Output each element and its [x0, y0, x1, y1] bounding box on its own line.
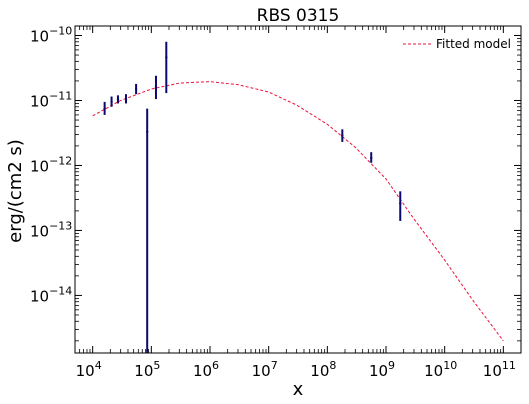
x-tick-label: 106 — [193, 359, 219, 380]
chart-title: RBS 0315 — [257, 6, 340, 26]
x-tick-label: 1011 — [483, 359, 516, 380]
legend-label-fitted-model: Fitted model — [436, 37, 511, 51]
x-tick-label: 108 — [310, 359, 336, 380]
x-axis-label: x — [293, 379, 304, 400]
data-point — [145, 130, 149, 133]
data-point — [341, 134, 344, 137]
data-point — [110, 100, 113, 104]
data-point — [399, 202, 402, 205]
x-tick-label: 109 — [369, 359, 395, 380]
x-tick-label: 105 — [134, 359, 160, 380]
axis-tick-labels: 104 105 106 107 108 109 1010 1011 10−14 10−13 10−1… — [30, 24, 516, 380]
data-point — [103, 107, 106, 110]
y-tick-label: 10−11 — [30, 89, 72, 110]
data-point — [124, 97, 128, 101]
plot-area — [92, 41, 504, 353]
data-point — [134, 87, 138, 91]
axes-frame — [74, 25, 522, 354]
y-tick-label: 10−10 — [30, 24, 72, 45]
x-tick-label: 104 — [76, 359, 102, 380]
legend: Fitted model — [403, 37, 511, 51]
x-tick-label: 107 — [252, 359, 278, 380]
y-tick-label: 10−12 — [30, 154, 72, 175]
y-axis-label: erg/(cm2 s) — [5, 139, 26, 243]
x-tick-label: 1010 — [424, 359, 457, 380]
y-tick-label: 10−13 — [30, 219, 72, 240]
axis-ticks — [75, 26, 521, 353]
y-tick-label: 10−14 — [30, 284, 72, 305]
data-point — [154, 86, 158, 89]
data-point — [165, 56, 168, 59]
data-point — [370, 156, 373, 160]
data-point — [116, 97, 120, 101]
